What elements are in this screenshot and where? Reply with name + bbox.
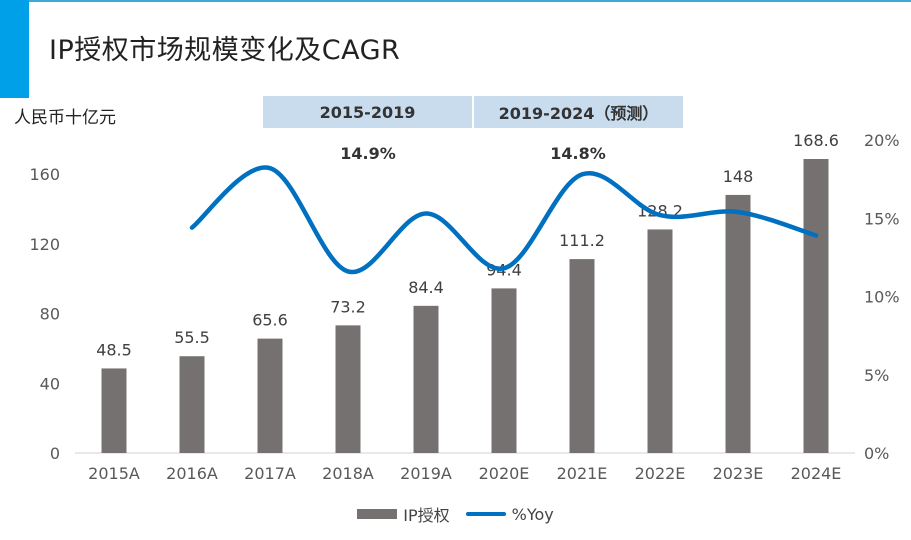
y-left-tick-label: 0 xyxy=(50,444,60,463)
x-tick-label: 2020E xyxy=(479,464,530,483)
y-left-tick-label: 160 xyxy=(29,165,60,184)
x-tick-label: 2022E xyxy=(635,464,686,483)
legend-item-line: %Yoy xyxy=(465,504,554,524)
x-tick-label: 2018A xyxy=(322,464,374,483)
y-left-tick-label: 80 xyxy=(40,305,60,324)
bar-data-label: 168.6 xyxy=(793,131,839,150)
legend-item-bar: IP授权 xyxy=(357,502,450,526)
bar xyxy=(179,356,205,453)
bar-data-label: 48.5 xyxy=(96,340,132,359)
x-tick-label: 2015A xyxy=(88,464,140,483)
bar xyxy=(803,159,829,453)
bar xyxy=(569,259,595,453)
y-right-tick-label: 0% xyxy=(864,444,889,463)
legend: IP授权 %Yoy xyxy=(0,502,911,526)
y-right-tick-label: 15% xyxy=(864,209,900,228)
title-accent-bar xyxy=(0,0,29,98)
bar xyxy=(101,368,127,453)
cagr-2015-2019: 14.9% xyxy=(340,144,396,163)
bar xyxy=(413,305,439,453)
x-tick-label: 2021E xyxy=(557,464,608,483)
y-left-tick-label: 120 xyxy=(29,235,60,254)
bar-data-label: 111.2 xyxy=(559,231,605,250)
y-left-tick-label: 40 xyxy=(40,374,60,393)
bar xyxy=(335,325,361,453)
x-tick-label: 2024E xyxy=(791,464,842,483)
bar-data-label: 55.5 xyxy=(174,328,210,347)
legend-line-swatch xyxy=(465,512,506,516)
chart-title: IP授权市场规模变化及CAGR xyxy=(49,35,401,66)
bar-data-label: 84.4 xyxy=(408,278,444,297)
bar-data-label: 65.6 xyxy=(252,311,288,330)
period-box-2019-2024: 2019-2024（预测） xyxy=(474,96,683,128)
x-tick-label: 2019A xyxy=(400,464,452,483)
bar xyxy=(725,194,751,454)
period-box-2015-2019: 2015-2019 xyxy=(263,96,472,128)
legend-bar-label: IP授权 xyxy=(403,506,450,525)
y-axis-unit-label: 人民币十亿元 xyxy=(14,108,116,128)
legend-bar-swatch xyxy=(357,509,398,519)
x-tick-label: 2023E xyxy=(713,464,764,483)
bar xyxy=(257,338,283,453)
bar xyxy=(647,229,673,453)
legend-line-label: %Yoy xyxy=(511,504,554,524)
cagr-2019-2024: 14.8% xyxy=(550,144,606,163)
header-rule xyxy=(29,0,911,2)
y-right-tick-label: 20% xyxy=(864,131,900,150)
x-tick-label: 2017A xyxy=(244,464,296,483)
y-right-tick-label: 5% xyxy=(864,366,889,385)
x-tick-label: 2016A xyxy=(166,464,218,483)
bar-data-label: 148 xyxy=(723,167,754,186)
bar xyxy=(491,288,517,453)
y-right-tick-label: 10% xyxy=(864,288,900,307)
yoy-series-line xyxy=(189,165,819,275)
bar-data-label: 73.2 xyxy=(330,297,366,316)
